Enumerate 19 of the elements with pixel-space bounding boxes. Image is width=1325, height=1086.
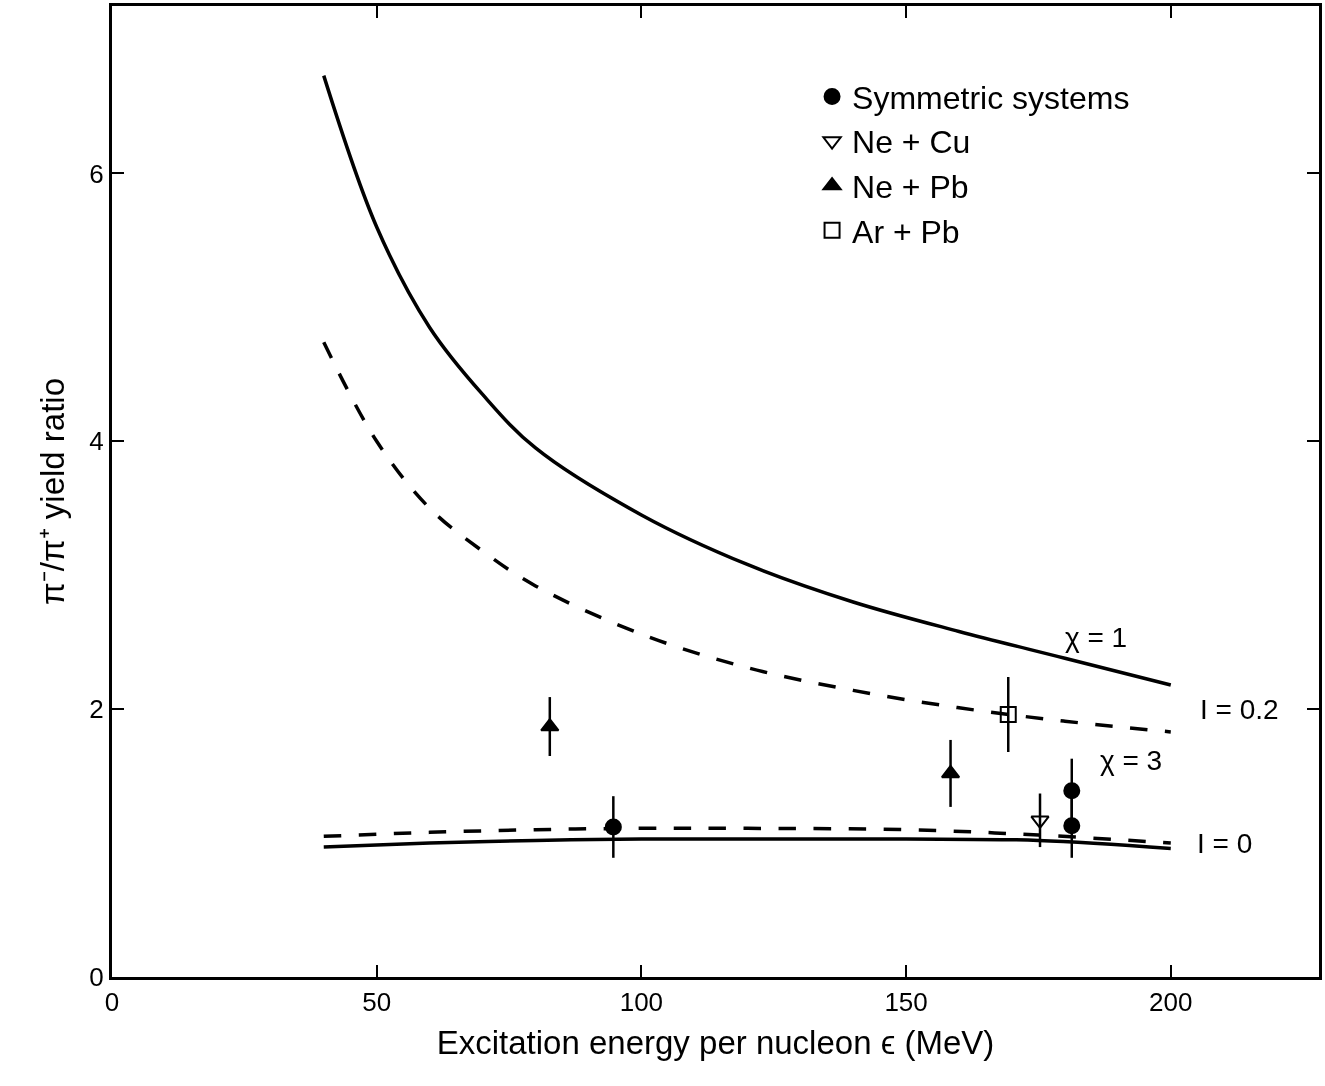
annotation: I = 0.2 bbox=[1200, 694, 1279, 725]
annotation: I = 0 bbox=[1197, 828, 1253, 859]
x-tick-label: 150 bbox=[884, 987, 928, 1018]
legend-label: Ne + Cu bbox=[852, 124, 971, 161]
legend-label: Ne + Pb bbox=[852, 169, 969, 206]
y-tick-label: 2 bbox=[89, 694, 104, 725]
legend-label: Symmetric systems bbox=[852, 79, 1130, 116]
x-tick-label: 200 bbox=[1149, 987, 1193, 1018]
y-tick-label: 0 bbox=[89, 962, 104, 993]
y-tick-label: 6 bbox=[89, 158, 104, 189]
line-series bbox=[322, 73, 1173, 687]
y-axis-title: π⁻/π⁺ yield ratio bbox=[34, 377, 72, 606]
annotation: χ = 1 bbox=[1065, 622, 1128, 653]
x-axis-title: Excitation energy per nucleon ϵ (MeV) bbox=[436, 1023, 995, 1061]
legend-label: Ar + Pb bbox=[852, 213, 960, 250]
x-tick-label: 50 bbox=[362, 987, 392, 1018]
x-tick-label: 100 bbox=[619, 987, 664, 1018]
y-tick-label: 4 bbox=[89, 426, 104, 457]
annotation: χ = 3 bbox=[1100, 745, 1163, 776]
